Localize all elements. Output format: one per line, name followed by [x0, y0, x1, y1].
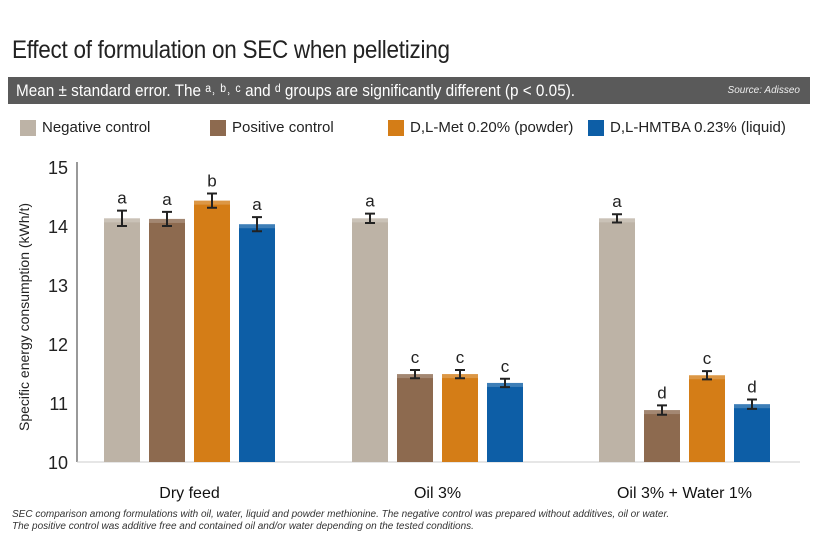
error-bar [747, 398, 757, 410]
legend-label: D,L-Met 0.20% (powder) [410, 119, 574, 136]
y-axis-label: Specific energy consumption (kWh/t) [16, 203, 32, 431]
bar [397, 374, 433, 462]
bar [149, 218, 185, 462]
error-bar [657, 404, 667, 416]
error-bar [252, 216, 262, 233]
significance-letter: a [162, 190, 172, 209]
bar [194, 200, 230, 462]
significance-letter: d [747, 377, 756, 396]
error-bar [162, 210, 172, 227]
error-bar [500, 377, 510, 389]
legend-swatch [388, 119, 404, 136]
bar [104, 218, 140, 462]
legend-item: Positive control [210, 119, 334, 136]
footnote-line: The positive control was additive free a… [12, 521, 474, 532]
y-tick-label: 11 [49, 394, 68, 414]
chart-title: Effect of formulation on SEC when pellet… [12, 36, 450, 64]
legend-swatch [20, 119, 36, 136]
error-bar [702, 370, 712, 381]
category-label: Dry feed [159, 485, 219, 502]
y-tick-label: 12 [48, 335, 68, 355]
bar [689, 375, 725, 462]
legend-item: Negative control [20, 119, 150, 136]
legend-label: D,L-HMTBA 0.23% (liquid) [610, 119, 786, 136]
bar [599, 218, 635, 462]
significance-letter: a [365, 192, 375, 211]
y-tick-label: 15 [48, 158, 68, 178]
error-bar [455, 368, 465, 380]
legend-swatch [210, 119, 226, 136]
subtitle-banner: Mean ± standard error. The ᵃ˒ ᵇ˒ ᶜ and ᵈ… [8, 77, 810, 104]
significance-letter: a [117, 189, 127, 208]
legend-item: D,L-Met 0.20% (powder) [388, 119, 573, 136]
category-label: Oil 3% + Water 1% [617, 485, 752, 502]
bar [442, 374, 478, 462]
significance-letter: b [207, 172, 216, 191]
significance-letter: c [703, 349, 712, 368]
legend-label: Positive control [232, 119, 334, 136]
legend-swatch [588, 119, 604, 136]
significance-letter: a [612, 192, 622, 211]
legend-item: D,L-HMTBA 0.23% (liquid) [588, 119, 786, 136]
significance-letter: c [411, 348, 420, 367]
footnote: SEC comparison among formulations with o… [12, 509, 669, 533]
bar-chart: 10 11 12 13 14 15 Specific energy consumption … [16, 158, 800, 502]
error-bar [365, 212, 375, 225]
error-bar [207, 192, 217, 209]
bar [352, 218, 388, 462]
bar [734, 404, 770, 462]
y-tick-label: 14 [48, 217, 68, 237]
footnote-line: SEC comparison among formulations with o… [12, 509, 670, 520]
error-bar [117, 209, 127, 227]
source-note: Source: Adisseo [727, 85, 800, 96]
legend-label: Negative control [42, 119, 151, 136]
bar [644, 410, 680, 462]
y-tick-label: 10 [48, 453, 68, 473]
significance-letter: c [456, 348, 465, 367]
error-bar [612, 213, 622, 224]
bar [239, 224, 275, 462]
y-tick-label: 13 [48, 276, 68, 296]
significance-letter: d [657, 383, 666, 402]
category-label: Oil 3% [414, 485, 461, 502]
error-bar [410, 368, 420, 380]
significance-letter: c [501, 357, 510, 376]
subtitle: Mean ± standard error. The ᵃ˒ ᵇ˒ ᶜ and ᵈ… [16, 81, 576, 100]
bar [487, 382, 523, 462]
significance-letter: a [252, 195, 262, 214]
